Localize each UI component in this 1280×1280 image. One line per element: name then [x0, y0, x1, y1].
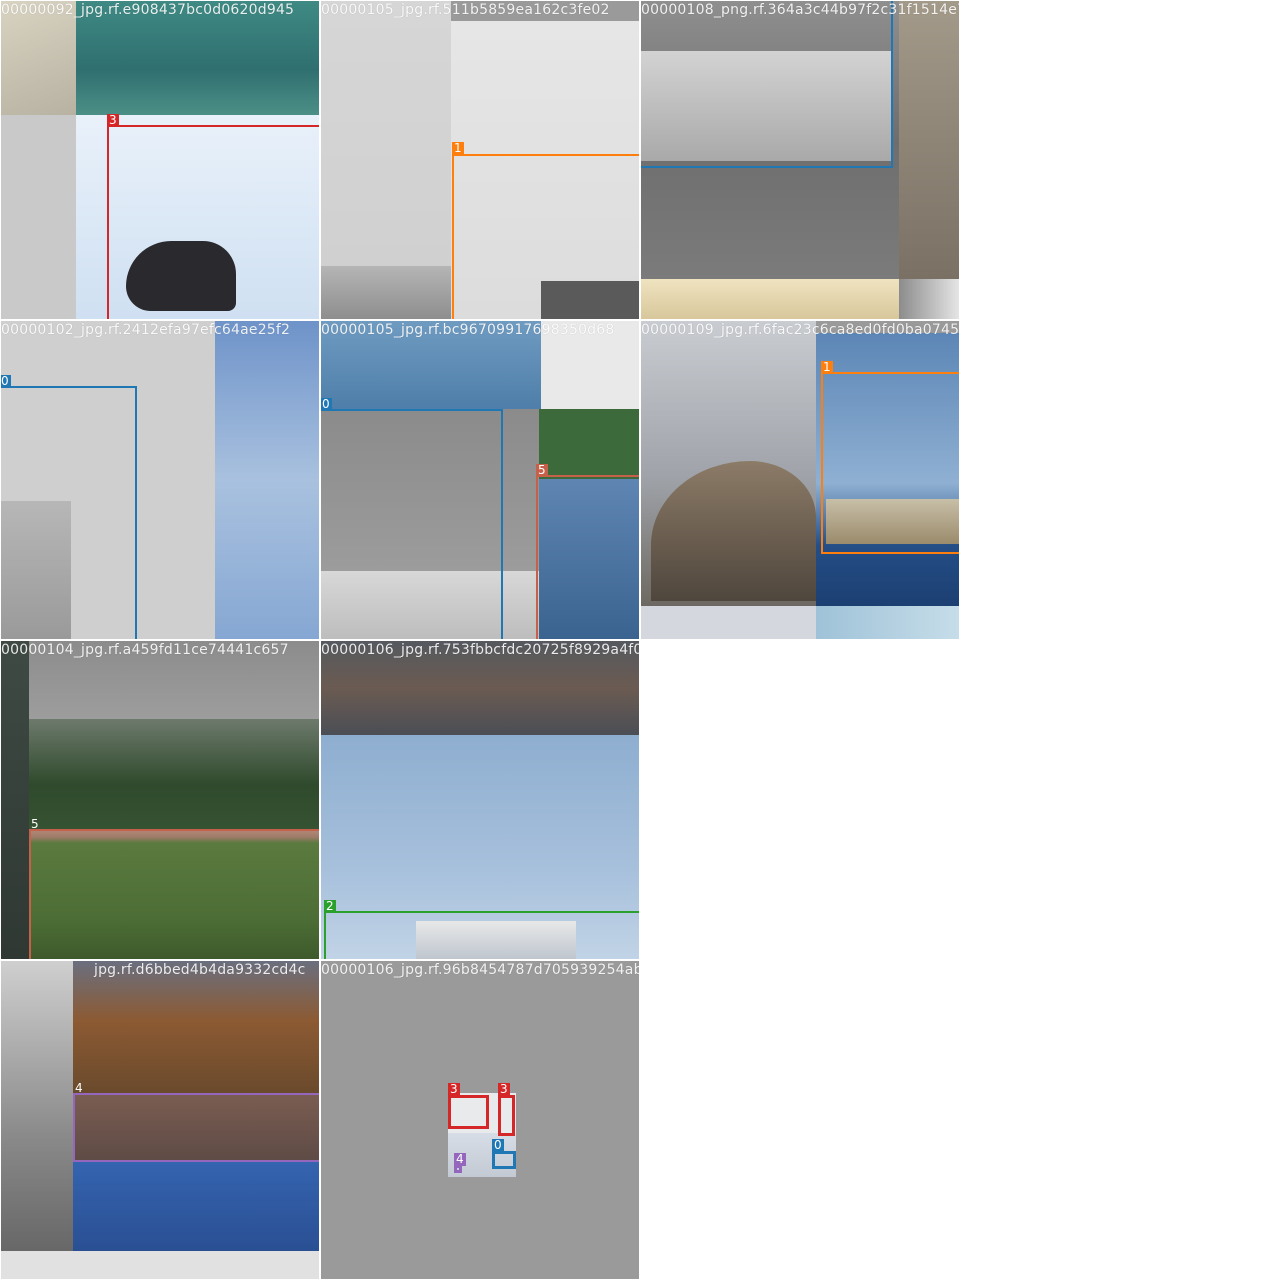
submarine-patch — [73, 1093, 319, 1161]
bbox-label: 0 — [1, 374, 11, 388]
bbox-label: 0 — [321, 397, 332, 411]
mosaic-tile: 1 00000109_jpg.rf.6fac23c6ca8ed0fd0ba074… — [641, 321, 959, 639]
gray-sky-patch — [451, 21, 639, 319]
bbox-label: 1 — [452, 141, 464, 155]
bbox-label: 5 — [31, 817, 39, 831]
tile-filename: 00000092_jpg.rf.e908437bc0d0620d945 — [1, 2, 295, 18]
mosaic-tile: 0 00000102_jpg.rf.2412efa97efc64ae25f2 — [1, 321, 319, 639]
tile-filename: 00000106_jpg.rf.753fbbcfdc20725f8929a4f0 — [321, 642, 639, 658]
harbor-water-patch — [539, 479, 639, 639]
tile-filename: 00000108_png.rf.364a3c44b97f2c31f1514e7e — [641, 2, 959, 18]
bbox-class-1 — [452, 154, 639, 319]
dark-edge-patch — [1, 641, 29, 959]
gray-patch — [1, 1251, 319, 1279]
autumn-trees-patch — [73, 961, 319, 1093]
warship-patch — [641, 51, 891, 161]
field-patch — [29, 829, 319, 959]
mosaic-tile: 0 5 00000105_jpg.rf.bc96709917698350d68 — [321, 321, 639, 639]
mosaic-tile: 1 00000105_jpg.rf.511b5859ea162c3fe02 — [321, 1, 639, 319]
bbox-label: 1 — [821, 360, 833, 374]
cruise-ship-patch — [416, 921, 576, 959]
bbox-class-3 — [448, 1095, 489, 1129]
bbox-label: 4 — [454, 1152, 466, 1166]
grayscale-patch — [1, 961, 73, 1279]
mosaic-tile: 00000108_png.rf.364a3c44b97f2c31f1514e7e — [641, 1, 959, 319]
bbox-label: 3 — [498, 1082, 510, 1096]
trees-patch — [29, 719, 319, 829]
mosaic-tile: 5 00000104_jpg.rf.a459fd11ce74441c657 — [1, 641, 319, 959]
mosaic-tile: 4 jpg.rf.d6bbed4b4da9332cd4c — [1, 961, 319, 1279]
bbox-label: 4 — [75, 1081, 83, 1095]
bbox-class-0 — [1, 386, 137, 639]
bbox-class-4 — [73, 1093, 319, 1162]
tile-filename: 00000105_jpg.rf.bc96709917698350d68 — [321, 322, 615, 338]
sea-patch — [321, 321, 541, 409]
gray-sky-patch — [29, 641, 319, 719]
carrier-ship-patch — [826, 499, 959, 544]
gray-patch — [541, 321, 639, 409]
light-blue-patch — [816, 606, 959, 639]
ship-rigging-patch — [1, 501, 71, 639]
bbox-class-5 — [536, 475, 639, 639]
trees-patch — [539, 409, 639, 479]
gray-patch — [1, 115, 76, 319]
tile-filename: 00000106_jpg.rf.96b8454787d705939254ab20 — [321, 962, 639, 978]
bbox-class-0 — [321, 409, 503, 639]
bbox-label: 0 — [492, 1138, 504, 1152]
bbox-class-4 — [454, 1165, 462, 1173]
tile-filename: 00000102_jpg.rf.2412efa97efc64ae25f2 — [1, 322, 291, 338]
tile-filename: 00000104_jpg.rf.a459fd11ce74441c657 — [1, 642, 289, 658]
tile-filename: 00000105_jpg.rf.511b5859ea162c3fe02 — [321, 2, 610, 18]
gray-patch — [899, 279, 959, 319]
bbox-class-3 — [107, 125, 319, 319]
blue-sky-patch — [215, 321, 319, 639]
water-patch — [73, 1161, 319, 1251]
bbox-class-0 — [492, 1151, 516, 1169]
bbox-label: 2 — [324, 899, 336, 913]
gray-patch — [641, 606, 816, 639]
shore-patch — [899, 1, 959, 279]
mosaic-tile: 2 00000106_jpg.rf.753fbbcfdc20725f8929a4… — [321, 641, 639, 959]
bbox-label: 3 — [107, 113, 119, 127]
mosaic-tile: 3 00000092_jpg.rf.e908437bc0d0620d945 — [1, 1, 319, 319]
bbox-label: 5 — [536, 463, 548, 477]
bbox-class-2 — [324, 911, 639, 959]
harbor-patch — [321, 266, 451, 319]
tile-filename: jpg.rf.d6bbed4b4da9332cd4c — [94, 962, 306, 978]
dark-sea-patch — [321, 641, 639, 735]
helicopter-patch — [126, 241, 236, 311]
water-patch — [76, 1, 319, 115]
bbox-class-0 — [641, 1, 893, 168]
ship-mast-patch — [541, 281, 639, 319]
sand-patch — [641, 279, 899, 319]
sea-sky-patch — [816, 333, 959, 606]
pavement-patch — [1, 1, 76, 115]
tile-filename: 00000109_jpg.rf.6fac23c6ca8ed0fd0ba07452 — [641, 322, 959, 338]
bbox-class-3 — [498, 1095, 515, 1136]
bbox-class-5 — [29, 829, 319, 959]
mosaic-tile: 3 3 0 4 00000106_jpg.rf.96b8454787d70593… — [321, 961, 639, 1279]
bbox-class-1 — [821, 372, 959, 554]
bbox-label: 3 — [448, 1082, 460, 1096]
